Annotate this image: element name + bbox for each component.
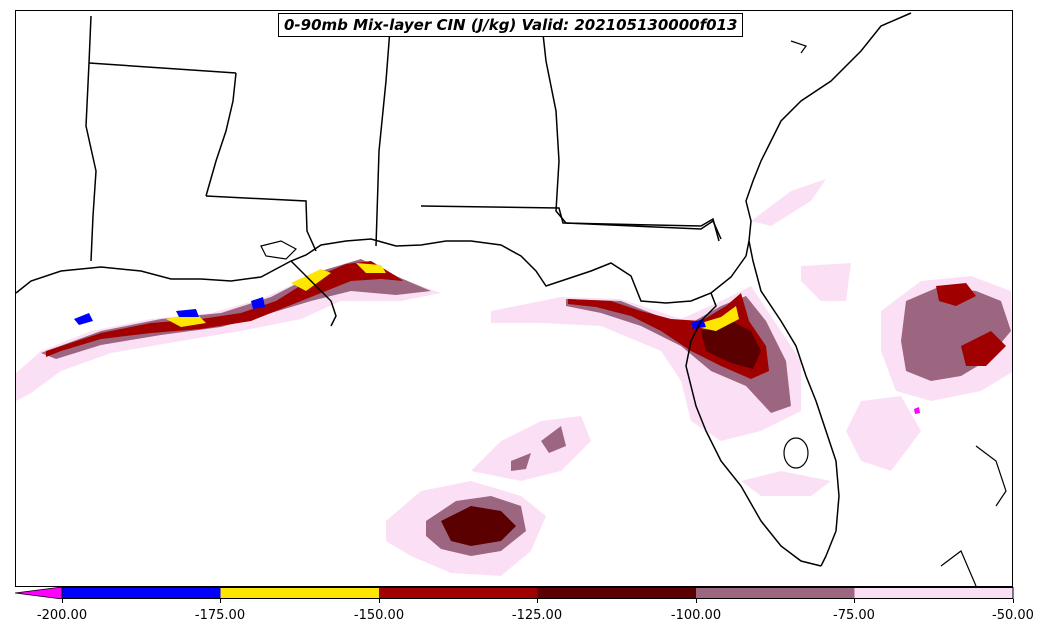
colorbar-tick-mark: [696, 599, 697, 603]
key-islands: [790, 40, 807, 54]
louisiana-mississippi-border: [85, 15, 97, 262]
cin-maroon-panhandle: [568, 293, 769, 379]
colorbar-outline: [61, 587, 1014, 599]
colorbar-bin: [379, 587, 538, 599]
texas-louisiana-coast: [16, 238, 750, 304]
colorbar-tick-label: -75.00: [833, 608, 875, 623]
cin-region-atlantic-strip: [801, 263, 851, 301]
colorbar: [15, 587, 1014, 599]
colorbar-tick-mark: [537, 599, 538, 603]
cin-maroon-atlantic: [936, 283, 1006, 366]
louisiana-north-border: [88, 62, 237, 74]
cin-blue-patch-4: [691, 319, 706, 329]
colorbar-bin: [62, 587, 221, 599]
alabama-georgia-border: [540, 15, 567, 224]
cin-magenta-patch: [914, 407, 920, 414]
colorbar-bin: [220, 587, 379, 599]
colorbar-bin: [696, 587, 855, 599]
lake-okeechobee: [783, 437, 809, 469]
colorbar-tick-label: -175.00: [194, 608, 246, 623]
georgia-florida-border: [565, 219, 722, 240]
colorbar-bin: [537, 587, 696, 599]
mississippi-alabama-border: [375, 15, 392, 247]
colorbar-tick-label: -125.00: [511, 608, 563, 623]
colorbar-under-extension: [15, 587, 63, 599]
cin-blue-patch-3: [251, 297, 265, 309]
map-canvas: [16, 12, 1012, 586]
cin-blue-patch-1: [74, 313, 93, 325]
cin-dark-maroon-florida: [701, 321, 761, 369]
colorbar-tick-label: -100.00: [670, 608, 722, 623]
colorbar-tick-label: -200.00: [36, 608, 88, 623]
colorbar-tick-mark: [379, 599, 380, 603]
cin-region-atlantic-north: [751, 179, 826, 226]
mississippi-river: [205, 72, 237, 197]
cin-region-gulf-coast-band: [16, 263, 441, 401]
colorbar-tick-mark: [854, 599, 855, 603]
cin-region-bahamas: [846, 396, 921, 471]
florida-east-coast: [748, 240, 840, 567]
colorbar-bin: [854, 587, 1013, 599]
colorbar-tick-mark: [220, 599, 221, 603]
colorbar-tick-mark: [1013, 599, 1014, 603]
map-panel: [15, 10, 1013, 587]
florida-west-coast: [685, 292, 822, 567]
colorbar-tick-label: -50.00: [992, 608, 1034, 623]
atlantic-coast: [745, 12, 912, 242]
cin-region-florida-keys: [741, 471, 831, 496]
lake-pontchartrain: [260, 240, 297, 260]
cin-region-central-gulf: [471, 416, 591, 481]
lakes-and-islands: [260, 40, 1007, 586]
bahamas-islands: [940, 445, 1007, 586]
colorbar-tick-label: -150.00: [353, 608, 405, 623]
map-title: 0-90mb Mix-layer CIN (J/kg) Valid: 20210…: [278, 13, 744, 37]
colorbar-tick-mark: [62, 599, 63, 603]
cin-mauve-central: [511, 426, 566, 471]
louisiana-delta: [290, 260, 337, 327]
mississippi-south-border: [205, 195, 317, 252]
cin-maroon-southwest: [441, 506, 516, 546]
cin-blue-patch-2: [176, 309, 199, 317]
cin-yellow-coast-east: [356, 263, 386, 273]
political-boundaries: [16, 12, 912, 567]
